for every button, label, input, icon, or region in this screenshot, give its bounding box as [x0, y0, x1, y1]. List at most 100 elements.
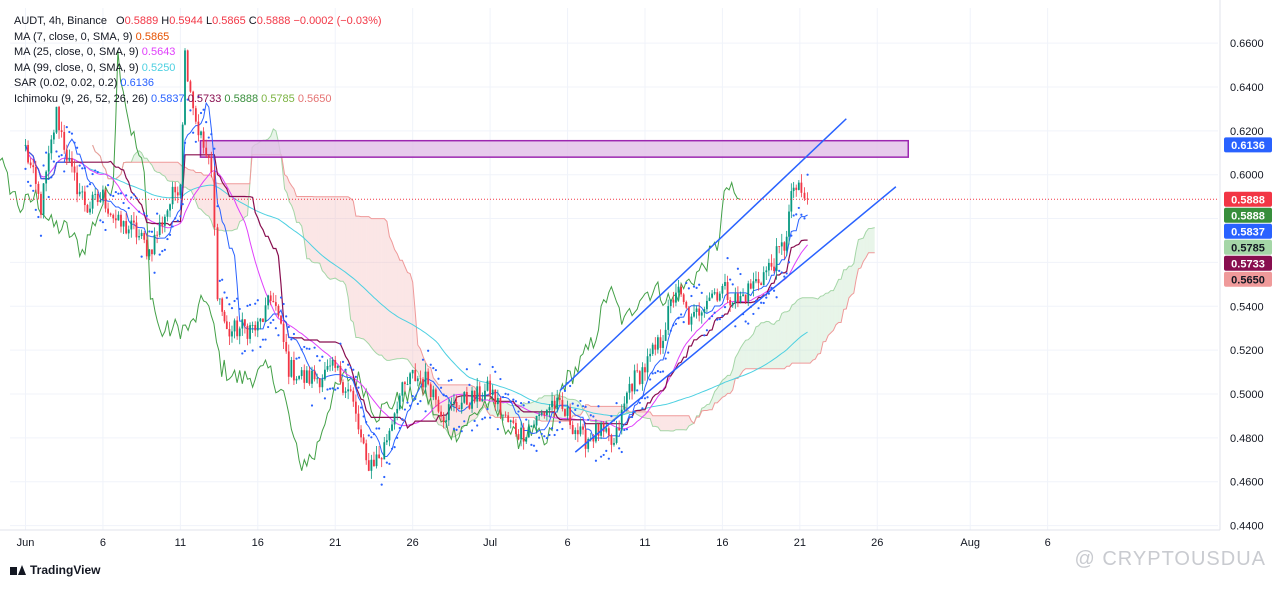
cloud-segment — [162, 162, 165, 176]
cloud-segment — [144, 158, 147, 162]
candle-body — [742, 295, 744, 296]
sar-dot — [53, 160, 55, 162]
candle-body — [471, 391, 473, 409]
candle-body — [182, 125, 184, 185]
sar-dot — [295, 358, 297, 360]
candle-body — [306, 370, 308, 382]
candle-body — [401, 382, 403, 395]
sar-dot — [461, 430, 463, 432]
cloud-segment — [511, 405, 514, 417]
price-label-text: 0.5888 — [1231, 210, 1265, 222]
candle-body — [430, 384, 432, 397]
sar-dot — [435, 369, 437, 371]
candle-body — [383, 442, 385, 459]
cloud-segment — [405, 266, 408, 359]
sar-dot — [417, 403, 419, 405]
sar-dot — [107, 184, 109, 186]
candle-body — [412, 370, 414, 373]
sar-dot — [502, 396, 504, 398]
y-tick-label: 0.6400 — [1230, 82, 1264, 94]
cloud-segment — [382, 219, 385, 359]
cloud-segment — [351, 199, 354, 323]
sar-dot — [254, 303, 256, 305]
sar-dot — [226, 297, 228, 299]
cloud-segment — [297, 197, 300, 223]
cloud-segment — [663, 416, 666, 431]
candle-body — [37, 184, 39, 194]
candle-body — [709, 298, 711, 301]
sar-dot — [221, 279, 223, 281]
cloud-segment — [609, 406, 612, 420]
sar-dot — [525, 419, 527, 421]
ichimoku-value-1: 0.5837 — [151, 93, 185, 105]
sar-dot — [283, 303, 285, 305]
sar-dot — [347, 364, 349, 366]
candle-body — [228, 329, 230, 336]
candle-body — [414, 370, 416, 381]
cloud-segment — [400, 260, 403, 358]
cloud-segment — [660, 416, 663, 431]
candle-body — [487, 381, 489, 391]
cloud-segment — [858, 239, 860, 269]
tradingview-logo[interactable]: TradingView — [10, 563, 100, 577]
candle-body — [502, 415, 504, 416]
sar-dot — [739, 273, 741, 275]
candle-body — [169, 204, 171, 210]
cloud-segment — [387, 221, 390, 360]
ma99-line — [26, 145, 808, 416]
candle-body — [30, 163, 32, 166]
candle-body — [327, 366, 329, 370]
candle-body — [800, 183, 802, 193]
candle-body — [337, 366, 339, 368]
x-tick-label: 21 — [329, 537, 341, 549]
y-tick-label: 0.6000 — [1230, 170, 1264, 182]
cloud-segment — [784, 312, 787, 369]
candle-body — [278, 306, 280, 316]
sar-dot — [94, 169, 96, 171]
cloud-segment — [529, 403, 532, 418]
sar-dot — [280, 296, 282, 298]
sar-dot — [608, 458, 610, 460]
candle-body — [249, 325, 251, 339]
candle-body — [32, 165, 34, 167]
sar-dot — [179, 215, 181, 217]
candle-body — [381, 458, 383, 459]
sar-dot — [528, 401, 530, 403]
candle-body — [159, 222, 161, 235]
candle-body — [66, 150, 68, 161]
sar-dot — [504, 393, 506, 395]
candle-body — [81, 192, 83, 193]
cloud-segment — [490, 400, 493, 415]
sar-dot — [492, 366, 494, 368]
sar-dot — [350, 366, 352, 368]
sar-dot — [61, 154, 63, 156]
sar-dot — [507, 393, 509, 395]
candle-body — [68, 158, 70, 160]
candle-body — [89, 209, 91, 213]
candle-body — [373, 460, 375, 466]
candle-body — [422, 379, 424, 387]
candle-body — [290, 360, 292, 377]
candle-body — [793, 188, 795, 191]
sar-dot — [37, 216, 39, 218]
sar-dot — [778, 270, 780, 272]
sar-dot — [551, 427, 553, 429]
candle-body — [61, 130, 63, 132]
sar-dot — [494, 371, 496, 373]
sar-dot — [773, 290, 775, 292]
sar-dot — [795, 213, 797, 215]
candle-body — [788, 212, 790, 237]
cloud-segment — [198, 172, 201, 209]
candle-body — [649, 354, 651, 356]
candle-body — [84, 192, 86, 205]
cloud-segment — [684, 416, 687, 430]
candle-body — [476, 386, 478, 401]
candle-body — [484, 391, 486, 400]
candle-body — [195, 108, 197, 121]
candle-body — [520, 428, 522, 440]
sar-dot — [275, 327, 277, 329]
cloud-segment — [800, 298, 803, 363]
sar-dot — [357, 387, 359, 389]
candle-body — [198, 122, 200, 136]
candle-body — [347, 389, 349, 391]
